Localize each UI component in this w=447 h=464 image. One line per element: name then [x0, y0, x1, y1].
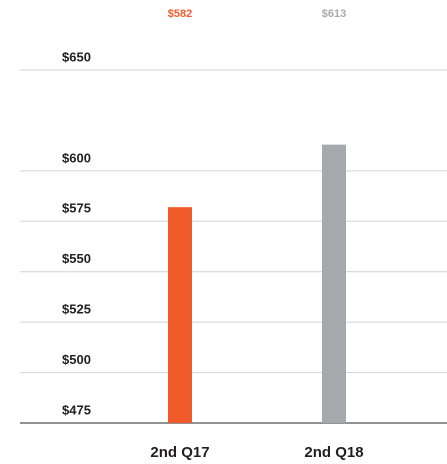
y-tick-label: $650: [62, 49, 91, 64]
y-tick-label: $575: [62, 201, 91, 216]
y-tick-label: $500: [62, 352, 91, 367]
y-tick-label: $525: [62, 302, 91, 317]
y-tick-label: $550: [62, 251, 91, 266]
value-label: $613: [322, 8, 346, 20]
y-tick-label: $600: [62, 150, 91, 165]
x-tick-label: 2nd Q18: [304, 444, 363, 461]
bar: [322, 144, 346, 424]
y-tick-label: $475: [62, 402, 91, 417]
x-tick-label: 2nd Q17: [150, 444, 209, 461]
bar: [168, 207, 192, 423]
value-label: $582: [168, 8, 192, 20]
